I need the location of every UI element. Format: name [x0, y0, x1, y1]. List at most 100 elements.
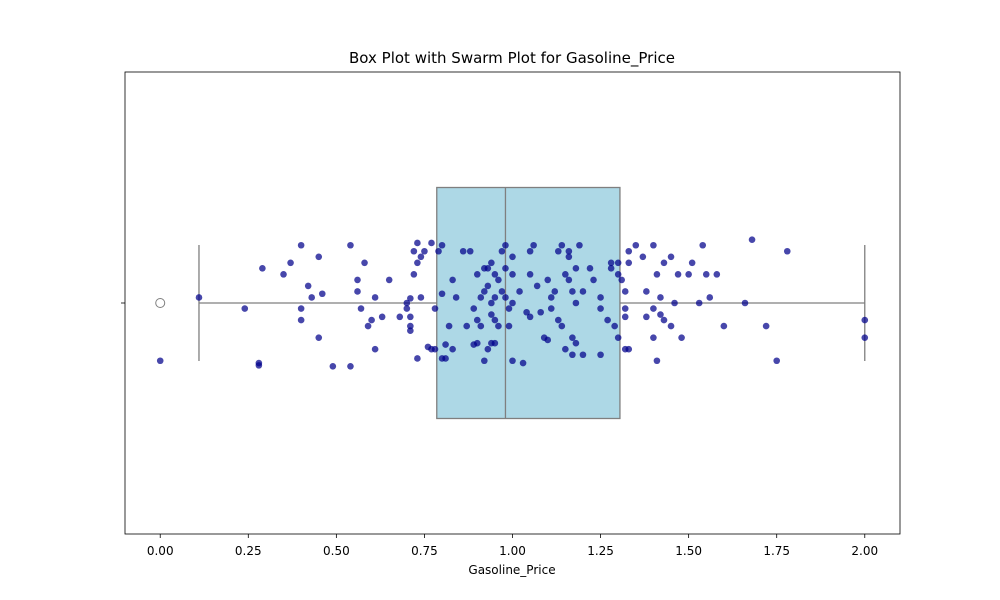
swarm-point — [702, 271, 710, 278]
swarm-point — [509, 299, 516, 307]
swarm-point — [414, 355, 421, 362]
swarm-point — [706, 294, 714, 301]
swarm-point — [410, 247, 418, 255]
swarm-point — [509, 271, 516, 278]
swarm-point — [653, 357, 661, 365]
swarm-point — [625, 345, 633, 353]
swarm-point — [695, 299, 703, 307]
swarm-point — [688, 259, 696, 267]
swarm-point — [195, 294, 203, 301]
swarm-point — [438, 290, 446, 298]
swarm-point — [502, 294, 509, 301]
swarm-point — [597, 351, 604, 359]
swarm-point — [544, 336, 552, 344]
swarm-point — [403, 299, 411, 307]
swarm-point — [572, 299, 580, 307]
swarm-point — [621, 288, 629, 295]
swarm-point — [554, 316, 562, 324]
swarm-point — [625, 247, 633, 255]
x-tick-label: 2.00 — [851, 544, 878, 558]
swarm-point — [241, 305, 249, 312]
swarm-point — [671, 299, 678, 307]
swarm-point — [417, 294, 425, 301]
swarm-point — [773, 357, 781, 365]
swarm-point — [586, 265, 594, 272]
swarm-point — [762, 322, 770, 330]
swarm-point — [414, 259, 421, 267]
swarm-point — [488, 311, 495, 318]
swarm-point — [315, 253, 323, 261]
swarm-point — [442, 355, 449, 362]
swarm-point — [403, 305, 411, 312]
swarm-point — [597, 305, 604, 312]
swarm-point — [371, 345, 379, 353]
swarm-point — [452, 294, 460, 301]
swarm-point — [653, 271, 661, 278]
swarm-point — [667, 322, 675, 330]
swarm-point — [368, 316, 375, 324]
swarm-point — [318, 290, 326, 298]
swarm-point — [417, 253, 425, 261]
swarm-point — [421, 247, 428, 255]
swarm-point — [674, 271, 682, 278]
swarm-point — [569, 334, 576, 341]
swarm-point — [625, 259, 633, 267]
swarm-point — [329, 362, 337, 370]
swarm-point — [657, 311, 664, 318]
swarm-point — [562, 345, 569, 353]
swarm-point — [547, 294, 555, 301]
swarm-point — [544, 276, 552, 284]
swarm-point — [685, 271, 692, 278]
swarm-point — [357, 305, 365, 312]
swarm-point — [607, 259, 615, 267]
swarm-point — [639, 253, 647, 261]
x-tick-label: 0.25 — [235, 544, 262, 558]
swarm-point — [741, 299, 749, 307]
swarm-point — [562, 271, 569, 278]
swarm-point — [569, 351, 576, 359]
swarm-point — [484, 282, 492, 290]
swarm-point — [347, 362, 354, 370]
swarm-point — [579, 351, 587, 359]
swarm-point — [569, 288, 576, 295]
swarm-point — [495, 276, 502, 284]
swarm-point — [481, 357, 488, 365]
swarm-point — [287, 259, 294, 267]
swarm-point — [699, 241, 707, 249]
x-tick-label: 1.75 — [763, 544, 790, 558]
swarm-point — [259, 265, 266, 272]
swarm-point — [565, 253, 573, 261]
outlier-point — [155, 298, 166, 308]
swarm-point — [590, 276, 597, 284]
swarm-point — [156, 357, 164, 365]
swarm-point — [678, 334, 685, 341]
swarm-point — [431, 345, 439, 353]
swarm-point — [414, 239, 421, 247]
swarm-point — [604, 316, 611, 324]
swarm-point — [861, 334, 869, 341]
swarm-point — [410, 271, 418, 278]
swarm-point — [720, 322, 728, 330]
swarm-point — [502, 265, 509, 272]
swarm-point — [361, 259, 368, 267]
x-tick-label: 0.50 — [323, 544, 350, 558]
swarm-point — [385, 276, 393, 284]
swarm-point — [643, 288, 650, 295]
swarm-point — [255, 362, 263, 369]
swarm-point — [364, 322, 372, 330]
swarm-point — [660, 316, 668, 324]
iqr-box — [436, 186, 621, 420]
swarm-point — [554, 247, 562, 255]
swarm-point — [579, 288, 587, 295]
swarm-point — [445, 322, 453, 330]
swarm-point — [565, 247, 573, 255]
swarm-point — [347, 241, 354, 249]
swarm-point — [498, 288, 506, 295]
swarm-point — [783, 247, 791, 255]
swarm-point — [650, 334, 657, 341]
x-tick-label: 0.00 — [147, 544, 174, 558]
swarm-point — [491, 339, 499, 347]
swarm-point — [551, 288, 559, 295]
swarm-point — [558, 322, 566, 330]
x-tick-label: 1.50 — [675, 544, 702, 558]
